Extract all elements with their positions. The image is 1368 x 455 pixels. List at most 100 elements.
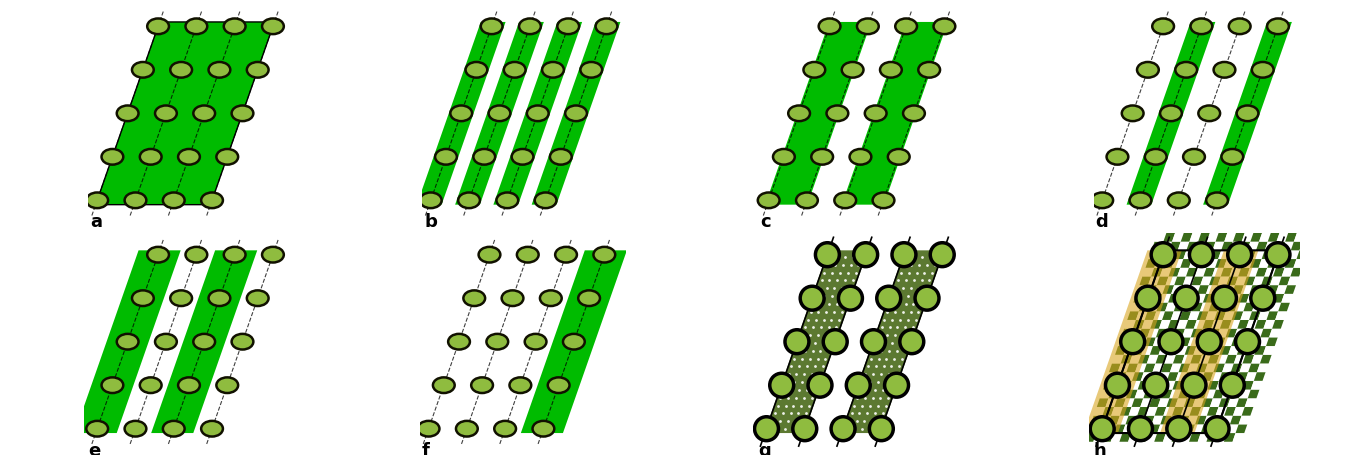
Polygon shape	[1209, 277, 1220, 285]
Ellipse shape	[870, 417, 893, 440]
Polygon shape	[1300, 242, 1312, 250]
Polygon shape	[1237, 398, 1248, 407]
Polygon shape	[1170, 416, 1181, 425]
Ellipse shape	[487, 334, 508, 349]
Ellipse shape	[1129, 417, 1152, 440]
Polygon shape	[1249, 311, 1261, 320]
Polygon shape	[1186, 268, 1198, 277]
Polygon shape	[1097, 398, 1108, 407]
Polygon shape	[1242, 381, 1254, 389]
Ellipse shape	[542, 62, 564, 78]
Polygon shape	[1155, 233, 1167, 242]
Polygon shape	[1257, 311, 1270, 320]
Ellipse shape	[1235, 330, 1260, 354]
Polygon shape	[1171, 433, 1183, 442]
Polygon shape	[1254, 294, 1267, 303]
Polygon shape	[1213, 389, 1224, 398]
Polygon shape	[1156, 329, 1168, 337]
Ellipse shape	[1182, 373, 1207, 397]
Ellipse shape	[1213, 62, 1235, 78]
Polygon shape	[1209, 250, 1222, 259]
Polygon shape	[1149, 372, 1161, 381]
Polygon shape	[1157, 250, 1170, 259]
Polygon shape	[1278, 303, 1290, 311]
Polygon shape	[1171, 285, 1183, 294]
Ellipse shape	[525, 334, 546, 349]
Polygon shape	[1145, 285, 1157, 294]
Polygon shape	[1150, 294, 1163, 303]
Ellipse shape	[432, 377, 454, 393]
Polygon shape	[1302, 233, 1315, 242]
Polygon shape	[1253, 250, 1264, 259]
Ellipse shape	[1135, 286, 1160, 310]
Ellipse shape	[856, 19, 878, 34]
Polygon shape	[1204, 242, 1216, 250]
Polygon shape	[1111, 407, 1123, 416]
Polygon shape	[1100, 389, 1112, 398]
Ellipse shape	[862, 330, 885, 354]
Polygon shape	[1130, 355, 1141, 364]
Ellipse shape	[1092, 192, 1114, 208]
Polygon shape	[1197, 311, 1208, 320]
Polygon shape	[1202, 22, 1291, 205]
Polygon shape	[1241, 285, 1253, 294]
Polygon shape	[1200, 303, 1212, 311]
Polygon shape	[1212, 242, 1224, 250]
Polygon shape	[1124, 320, 1135, 329]
Polygon shape	[1201, 372, 1213, 381]
Polygon shape	[1227, 277, 1238, 285]
Ellipse shape	[1228, 19, 1250, 34]
Polygon shape	[1253, 277, 1264, 285]
Polygon shape	[1137, 285, 1148, 294]
Polygon shape	[1207, 259, 1218, 268]
Polygon shape	[1189, 233, 1201, 242]
Polygon shape	[1159, 372, 1170, 381]
Polygon shape	[1141, 372, 1152, 381]
Polygon shape	[532, 22, 621, 205]
Ellipse shape	[155, 106, 176, 121]
Ellipse shape	[420, 192, 442, 208]
Polygon shape	[1083, 250, 1182, 433]
Polygon shape	[1118, 389, 1129, 398]
Ellipse shape	[547, 377, 569, 393]
Polygon shape	[1248, 242, 1259, 250]
Polygon shape	[1140, 303, 1150, 311]
Polygon shape	[1270, 303, 1282, 311]
Polygon shape	[1218, 425, 1230, 433]
Ellipse shape	[1267, 19, 1289, 34]
Ellipse shape	[1189, 243, 1213, 267]
Ellipse shape	[224, 19, 245, 34]
Polygon shape	[1131, 398, 1144, 407]
Ellipse shape	[800, 286, 824, 310]
Polygon shape	[1179, 311, 1192, 320]
Polygon shape	[1215, 311, 1226, 320]
Ellipse shape	[1145, 149, 1167, 165]
Polygon shape	[1114, 425, 1126, 433]
Ellipse shape	[263, 19, 283, 34]
Polygon shape	[1170, 337, 1182, 346]
Polygon shape	[1126, 364, 1138, 372]
Polygon shape	[1186, 416, 1198, 425]
Ellipse shape	[1090, 417, 1114, 440]
Polygon shape	[1187, 337, 1200, 346]
Polygon shape	[1161, 364, 1172, 372]
Polygon shape	[1212, 294, 1223, 303]
Polygon shape	[1294, 233, 1305, 242]
Polygon shape	[1224, 259, 1235, 268]
Text: e: e	[89, 442, 101, 455]
Polygon shape	[1133, 346, 1144, 355]
Ellipse shape	[785, 330, 808, 354]
Polygon shape	[1252, 355, 1263, 364]
Polygon shape	[1245, 250, 1256, 259]
Polygon shape	[1235, 250, 1248, 259]
Ellipse shape	[480, 19, 502, 34]
Polygon shape	[1172, 233, 1183, 242]
Ellipse shape	[140, 149, 161, 165]
Polygon shape	[1259, 285, 1270, 294]
Ellipse shape	[101, 149, 123, 165]
Polygon shape	[1171, 259, 1183, 268]
Polygon shape	[1238, 416, 1250, 425]
Polygon shape	[1189, 285, 1200, 294]
Polygon shape	[1118, 337, 1130, 346]
Ellipse shape	[1198, 106, 1220, 121]
